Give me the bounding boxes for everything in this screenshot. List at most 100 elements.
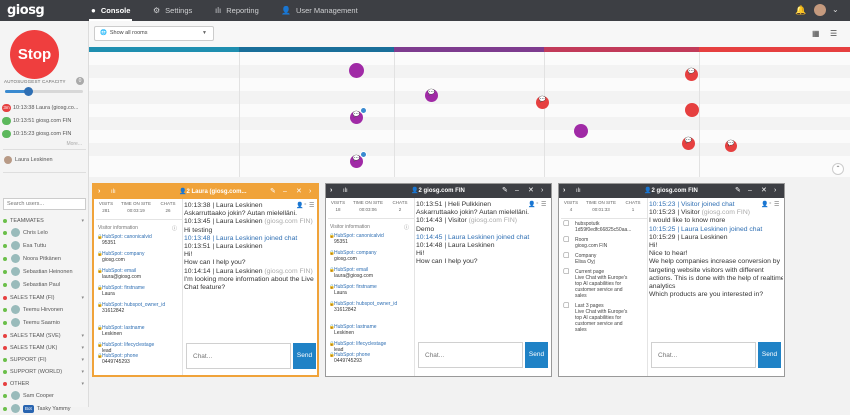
room-select[interactable]: 🌐 Show all rooms ▼ (94, 26, 214, 41)
close-icon[interactable]: ✕ (528, 187, 534, 194)
queue-item[interactable]: 10:13:51 giosg.com FIN (2, 116, 86, 127)
field-key[interactable]: HubSpot: company (334, 250, 377, 256)
group-header[interactable]: SUPPORT (FI) ▾ (3, 355, 87, 366)
field-key[interactable]: HubSpot: email (102, 268, 137, 274)
chevron-down-icon[interactable]: ⌄ (832, 5, 839, 14)
group-header[interactable]: OTHER ▾ (3, 379, 87, 390)
user-item[interactable]: Noora Pitkänen (3, 254, 87, 265)
send-button[interactable]: Send (293, 343, 316, 369)
bar-chart-icon[interactable]: ılı (343, 188, 348, 194)
visitor-bubble[interactable]: 💬 (425, 89, 438, 102)
more-link[interactable]: More... (66, 141, 82, 147)
chat-input[interactable] (418, 342, 523, 368)
user-item[interactable]: Chris Lelo (3, 228, 87, 239)
chevron-right-icon[interactable]: › (541, 187, 544, 194)
chat-window-header[interactable]: › ılı 👤2 giosg.com FIN ✎ – ✕ › (559, 184, 784, 198)
minimize-icon[interactable]: – (515, 187, 519, 194)
bell-icon[interactable]: 🔔 (795, 5, 807, 15)
field-key[interactable]: HubSpot: lifecyclestage (102, 342, 155, 348)
chevron-right-icon[interactable]: › (563, 187, 566, 194)
tab-user-management[interactable]: 👤 User Management (281, 0, 358, 21)
field-key[interactable]: HubSpot: hubspot_owner_id (334, 301, 398, 307)
search-users-input[interactable] (3, 198, 86, 210)
visitor-bubble[interactable]: 💬 (725, 140, 737, 152)
user-item[interactable]: Bot Tasky Yammy (3, 404, 87, 415)
group-header[interactable]: TEAMMATES ▾ (3, 216, 87, 227)
field-key[interactable]: HubSpot: email (334, 267, 369, 273)
menu-icon[interactable]: ☰ (541, 202, 547, 208)
chat-window[interactable]: › ılı 👤2 Laura (giosg.com... ✎ – ✕ › VISITS 281 T… (92, 183, 319, 377)
chat-window[interactable]: › ılı 👤2 giosg.com FIN ✎ – ✕ › VISITS 4 TIME ON S… (558, 183, 785, 377)
user-item[interactable]: Teemu Saarnio (3, 318, 87, 329)
close-icon[interactable]: ✕ (761, 187, 767, 194)
tab-reporting[interactable]: ılı Reporting (215, 0, 259, 21)
queue-item[interactable]: 3m 10:13:38 Laura (giosg.co... (2, 103, 79, 112)
visitor-bubble[interactable]: 💬 (682, 137, 695, 150)
info-icon[interactable]: ⓘ (172, 226, 178, 232)
tab-settings[interactable]: ⚙ Settings (153, 0, 192, 21)
info-icon[interactable]: ⓘ (404, 225, 410, 231)
visitor-bubble[interactable] (349, 63, 364, 78)
field-key[interactable]: HubSpot: canonicalvid (334, 233, 384, 239)
group-header[interactable]: SALES TEAM (FI) ▾ (3, 293, 87, 304)
user-item[interactable]: Sebastian Heinonen (3, 267, 87, 278)
visitor-bubble[interactable]: 💬 (350, 107, 367, 124)
current-user[interactable]: Laura Leskinen (4, 154, 53, 166)
field-key[interactable]: HubSpot: phone (102, 353, 139, 359)
add-user-icon[interactable]: 👤⁺ (296, 203, 307, 209)
chat-window-header[interactable]: › ılı 👤2 Laura (giosg.com... ✎ – ✕ › (94, 185, 317, 199)
field-key[interactable]: HubSpot: firstname (334, 284, 377, 290)
field-key[interactable]: HubSpot: hubspot_owner_id (102, 302, 166, 308)
chevron-right-icon[interactable]: › (330, 187, 333, 194)
add-user-icon[interactable]: 👤⁺ (761, 202, 772, 208)
visitor-bubble[interactable] (685, 103, 699, 117)
chevron-right-icon[interactable]: › (774, 187, 777, 194)
close-icon[interactable]: ✕ (296, 188, 302, 195)
send-button[interactable]: Send (525, 342, 548, 368)
user-item[interactable]: Sebastian Paul (3, 280, 87, 291)
add-user-icon[interactable]: 👤⁺ (528, 202, 539, 208)
pencil-icon[interactable]: ✎ (270, 188, 276, 195)
list-layout-icon[interactable]: ☰ (830, 29, 838, 38)
group-header[interactable]: SALES TEAM (UK) ▾ (3, 343, 87, 354)
collapse-timeline-button[interactable]: ⌃ (832, 163, 844, 175)
grid-layout-icon[interactable]: ▦ (812, 29, 820, 38)
tab-console[interactable]: ● Console (88, 0, 133, 21)
field-key[interactable]: HubSpot: company (102, 251, 145, 257)
chat-input[interactable] (651, 342, 756, 368)
chevron-right-icon[interactable]: › (309, 188, 312, 195)
giosg-logo[interactable]: giosg (7, 3, 45, 18)
chat-window-header[interactable]: › ılı 👤2 giosg.com FIN ✎ – ✕ › (326, 184, 551, 198)
capacity-slider-handle[interactable] (24, 87, 33, 96)
chevron-right-icon[interactable]: › (98, 188, 101, 195)
user-item[interactable]: Teemu Hirvonen (3, 305, 87, 316)
field-key[interactable]: HubSpot: phone (334, 352, 371, 358)
group-header[interactable]: SALES TEAM (SVE) ▾ (3, 331, 87, 342)
minimize-icon[interactable]: – (283, 188, 287, 195)
visitor-bubble[interactable]: 💬 (685, 68, 698, 81)
visitor-bubble[interactable] (574, 124, 588, 138)
chat-input[interactable] (186, 343, 291, 369)
bar-chart-icon[interactable]: ılı (111, 189, 116, 195)
user-item[interactable]: Esa Tuttu (3, 241, 87, 252)
send-button[interactable]: Send (758, 342, 781, 368)
bar-chart-icon[interactable]: ılı (576, 188, 581, 194)
capacity-slider[interactable] (5, 87, 83, 96)
visitor-bubble[interactable]: 💬 (536, 96, 549, 109)
menu-icon[interactable]: ☰ (774, 202, 780, 208)
pencil-icon[interactable]: ✎ (502, 187, 508, 194)
visitor-bubble[interactable]: 💬 (350, 151, 367, 168)
field-key[interactable]: HubSpot: lifecyclestage (334, 341, 387, 347)
field-key[interactable]: HubSpot: lastname (334, 324, 377, 330)
stop-button[interactable]: Stop (10, 30, 59, 79)
chat-window[interactable]: › ılı 👤2 giosg.com FIN ✎ – ✕ › VISITS 18 TIME ON … (325, 183, 552, 377)
field-key[interactable]: HubSpot: firstname (102, 285, 145, 291)
menu-icon[interactable]: ☰ (309, 203, 315, 209)
user-avatar[interactable] (814, 4, 826, 16)
queue-item[interactable]: 10:15:23 giosg.com FIN (2, 129, 86, 140)
field-key[interactable]: HubSpot: canonicalvid (102, 234, 152, 240)
group-header[interactable]: SUPPORT (WORLD) ▾ (3, 367, 87, 378)
minimize-icon[interactable]: – (748, 187, 752, 194)
user-item[interactable]: Sam Cooper (3, 391, 87, 402)
pencil-icon[interactable]: ✎ (735, 187, 741, 194)
